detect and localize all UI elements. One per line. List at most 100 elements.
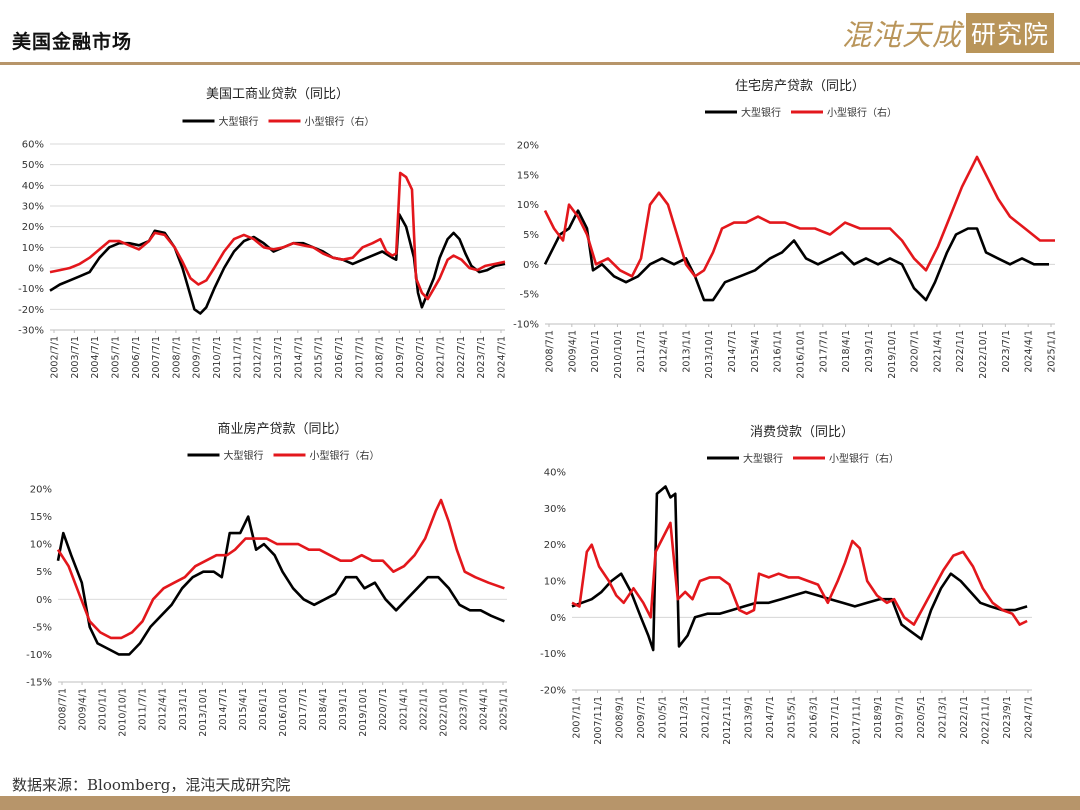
x-tick-label: 2019/10/1 xyxy=(358,688,369,737)
x-tick-label: 2019/7/1 xyxy=(395,336,406,379)
x-tick-label: 2025/1/1 xyxy=(1047,330,1058,373)
x-tick-label: 2022/10/1 xyxy=(438,688,449,737)
x-tick-label: 2019/10/1 xyxy=(887,330,898,379)
x-tick-label: 2014/7/1 xyxy=(765,696,776,739)
x-tick-label: 2010/7/1 xyxy=(212,336,223,379)
x-tick-label: 2023/7/1 xyxy=(458,688,469,731)
source-note: 数据来源：Bloomberg，混沌天成研究院 xyxy=(12,776,291,794)
x-tick-label: 2005/7/1 xyxy=(110,336,121,379)
series-line-small-bank xyxy=(571,521,1028,626)
y-tick-label: -15% xyxy=(26,678,52,689)
x-tick-label: 2003/7/1 xyxy=(70,336,81,379)
x-tick-label: 2007/11/1 xyxy=(593,696,604,745)
chart-title: 商业房产贷款（同比） xyxy=(217,421,347,437)
header-divider xyxy=(0,62,1080,65)
footer-bar xyxy=(0,796,1080,810)
x-tick-label: 2002/7/1 xyxy=(50,336,61,379)
y-tick-label: -10% xyxy=(540,649,566,660)
x-tick-label: 2016/10/1 xyxy=(796,330,807,379)
series-line-large-bank xyxy=(543,209,1049,302)
x-tick-label: 2009/4/1 xyxy=(78,688,89,731)
x-tick-label: 2016/10/1 xyxy=(278,688,289,737)
series-line-small-bank xyxy=(56,498,505,640)
x-tick-label: 2022/10/1 xyxy=(978,330,989,379)
chart-title: 美国工商业贷款（同比） xyxy=(206,87,349,102)
y-tick-label: -10% xyxy=(26,650,52,661)
x-tick-label: 2016/3/1 xyxy=(808,696,819,739)
x-tick-label: 2017/7/1 xyxy=(354,336,365,379)
y-tick-label: 10% xyxy=(30,540,52,551)
y-tick-label: -10% xyxy=(18,284,44,295)
y-tick-label: -30% xyxy=(18,326,44,337)
x-tick-label: 2023/7/1 xyxy=(476,336,487,379)
x-tick-label: 2018/4/1 xyxy=(841,330,852,373)
logo-main-text: 混沌天成 xyxy=(842,18,963,52)
y-tick-label: 0% xyxy=(523,260,539,271)
y-tick-label: 40% xyxy=(22,181,44,192)
x-tick-label: 2011/7/1 xyxy=(636,330,647,373)
legend-label: 大型银行 xyxy=(741,106,781,119)
x-tick-label: 2015/7/1 xyxy=(314,336,325,379)
x-tick-label: 2021/4/1 xyxy=(398,688,409,731)
x-tick-label: 2006/7/1 xyxy=(131,336,142,379)
legend-label: 小型银行（右） xyxy=(305,115,375,128)
y-tick-label: 0% xyxy=(550,613,566,624)
x-tick-label: 2012/1/1 xyxy=(701,696,712,739)
x-tick-label: 2022/7/1 xyxy=(456,336,467,379)
x-tick-label: 2010/10/1 xyxy=(613,330,624,379)
x-tick-label: 2019/7/1 xyxy=(894,696,905,739)
x-tick-label: 2015/4/1 xyxy=(750,330,761,373)
legend-label: 大型银行 xyxy=(743,452,783,465)
y-tick-label: 10% xyxy=(22,243,44,254)
x-tick-label: 2013/7/1 xyxy=(273,336,284,379)
x-tick-label: 2012/11/1 xyxy=(722,696,733,745)
y-tick-label: 20% xyxy=(22,222,44,233)
x-tick-label: 2017/7/1 xyxy=(298,688,309,731)
x-tick-label: 2013/10/1 xyxy=(198,688,209,737)
x-tick-label: 2009/7/1 xyxy=(192,336,203,379)
x-tick-label: 2022/1/1 xyxy=(955,330,966,373)
x-tick-label: 2013/10/1 xyxy=(704,330,715,379)
y-tick-label: 20% xyxy=(544,540,566,551)
x-tick-label: 2020/7/1 xyxy=(415,336,426,379)
y-tick-label: 10% xyxy=(544,577,566,588)
series-line-small-bank xyxy=(543,155,1055,278)
series-line-small-bank xyxy=(49,171,506,301)
x-tick-label: 2023/9/1 xyxy=(1002,696,1013,739)
legend-label: 大型银行 xyxy=(219,115,259,128)
y-tick-label: 0% xyxy=(36,595,52,606)
y-tick-label: 20% xyxy=(517,141,539,152)
x-tick-label: 2013/1/1 xyxy=(178,688,189,731)
y-tick-label: 15% xyxy=(517,170,539,181)
chart-title: 消费贷款（同比） xyxy=(750,425,854,440)
x-tick-label: 2024/4/1 xyxy=(478,688,489,731)
x-tick-label: 2010/10/1 xyxy=(118,688,129,737)
x-tick-label: 2014/7/1 xyxy=(293,336,304,379)
x-tick-label: 2008/7/1 xyxy=(58,688,69,731)
x-tick-label: 2014/7/1 xyxy=(727,330,738,373)
x-tick-label: 2010/1/1 xyxy=(98,688,109,731)
x-tick-label: 2009/4/1 xyxy=(567,330,578,373)
x-tick-label: 2023/7/1 xyxy=(1001,330,1012,373)
x-tick-label: 2011/3/1 xyxy=(679,696,690,739)
x-tick-label: 2014/7/1 xyxy=(218,688,229,731)
brand-logo: 混沌天成 研究院 xyxy=(842,12,1064,54)
legend-label: 小型银行（右） xyxy=(829,452,899,465)
y-tick-label: 30% xyxy=(22,202,44,213)
y-tick-label: 5% xyxy=(523,230,539,241)
x-tick-label: 2009/7/1 xyxy=(636,696,647,739)
x-tick-label: 2021/4/1 xyxy=(932,330,943,373)
y-tick-label: -20% xyxy=(18,305,44,316)
x-tick-label: 2018/7/1 xyxy=(375,336,386,379)
y-tick-label: 40% xyxy=(544,468,566,479)
x-tick-label: 2017/7/1 xyxy=(818,330,829,373)
x-tick-label: 2024/7/1 xyxy=(1024,696,1035,739)
chart-title: 住宅房产贷款（同比） xyxy=(735,78,865,94)
series-line-large-bank xyxy=(49,213,506,315)
x-tick-label: 2007/7/1 xyxy=(151,336,162,379)
x-tick-label: 2017/11/1 xyxy=(851,696,862,745)
y-tick-label: -5% xyxy=(33,622,52,633)
x-tick-label: 2012/4/1 xyxy=(158,688,169,731)
y-tick-label: 60% xyxy=(22,140,44,151)
